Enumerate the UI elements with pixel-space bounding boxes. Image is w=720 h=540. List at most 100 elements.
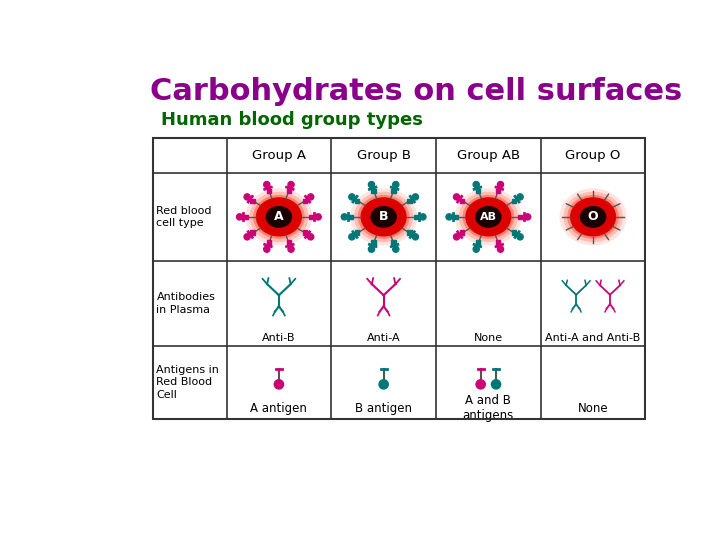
Ellipse shape xyxy=(475,206,502,228)
Ellipse shape xyxy=(256,197,302,237)
Text: Group AB: Group AB xyxy=(456,149,520,162)
Bar xyxy=(460,199,464,203)
Text: Antigens in
Red Blood
Cell: Antigens in Red Blood Cell xyxy=(156,365,220,400)
Circle shape xyxy=(315,214,321,220)
Text: Human blood group types: Human blood group types xyxy=(161,111,423,129)
Ellipse shape xyxy=(570,197,616,237)
Bar xyxy=(512,231,516,235)
Circle shape xyxy=(525,214,531,220)
Circle shape xyxy=(392,246,399,252)
Ellipse shape xyxy=(559,188,626,245)
Circle shape xyxy=(288,181,294,188)
Text: Group B: Group B xyxy=(356,149,410,162)
Bar xyxy=(153,138,645,419)
Text: Carbohydrates on cell surfaces: Carbohydrates on cell surfaces xyxy=(150,77,682,106)
Circle shape xyxy=(307,234,314,240)
Circle shape xyxy=(369,181,374,188)
Circle shape xyxy=(473,181,480,188)
Bar xyxy=(372,240,376,245)
Circle shape xyxy=(341,214,348,220)
Circle shape xyxy=(498,246,503,252)
Text: None: None xyxy=(577,402,608,415)
Bar xyxy=(518,214,523,219)
Circle shape xyxy=(454,194,459,200)
Bar xyxy=(355,199,359,203)
Text: Anti-A and Anti-B: Anti-A and Anti-B xyxy=(546,333,641,343)
Bar xyxy=(496,240,500,245)
Circle shape xyxy=(454,234,459,240)
Ellipse shape xyxy=(370,206,397,228)
Bar xyxy=(454,214,458,219)
Bar xyxy=(496,189,500,193)
Circle shape xyxy=(446,214,452,220)
Ellipse shape xyxy=(249,192,308,242)
Circle shape xyxy=(264,246,270,252)
Circle shape xyxy=(264,181,270,188)
Text: Group A: Group A xyxy=(252,149,306,162)
Bar xyxy=(287,240,291,245)
Circle shape xyxy=(413,234,418,240)
Text: Anti-A: Anti-A xyxy=(366,333,400,343)
Circle shape xyxy=(288,246,294,252)
Ellipse shape xyxy=(462,195,514,239)
Bar xyxy=(391,240,395,245)
Circle shape xyxy=(413,194,418,200)
Bar xyxy=(287,189,291,193)
Ellipse shape xyxy=(580,206,606,228)
Circle shape xyxy=(237,214,243,220)
Bar xyxy=(408,199,412,203)
Text: B antigen: B antigen xyxy=(355,402,412,415)
Bar xyxy=(391,189,395,193)
Bar xyxy=(303,231,307,235)
Circle shape xyxy=(498,181,503,188)
Bar xyxy=(414,214,418,219)
Circle shape xyxy=(476,380,485,389)
Circle shape xyxy=(517,194,523,200)
Text: A antigen: A antigen xyxy=(251,402,307,415)
Circle shape xyxy=(369,246,374,252)
Bar xyxy=(251,231,255,235)
Text: B: B xyxy=(379,211,388,224)
Circle shape xyxy=(307,194,314,200)
Ellipse shape xyxy=(361,197,407,237)
Circle shape xyxy=(244,194,251,200)
Text: O: O xyxy=(588,211,598,224)
Text: A: A xyxy=(274,211,284,224)
Bar xyxy=(303,199,307,203)
Bar xyxy=(309,214,313,219)
Circle shape xyxy=(244,234,251,240)
Bar xyxy=(476,189,480,193)
Circle shape xyxy=(473,246,480,252)
Circle shape xyxy=(420,214,426,220)
Bar xyxy=(408,231,412,235)
Ellipse shape xyxy=(358,195,410,239)
Bar xyxy=(244,214,248,219)
Text: AB: AB xyxy=(480,212,497,222)
Circle shape xyxy=(492,380,500,389)
Bar xyxy=(355,231,359,235)
Bar xyxy=(251,199,255,203)
Circle shape xyxy=(348,234,355,240)
Circle shape xyxy=(348,194,355,200)
Ellipse shape xyxy=(465,197,511,237)
Ellipse shape xyxy=(459,192,518,242)
Bar xyxy=(460,231,464,235)
Text: Antibodies
in Plasma: Antibodies in Plasma xyxy=(156,292,215,315)
Bar xyxy=(266,189,271,193)
Bar xyxy=(372,189,376,193)
Bar xyxy=(349,214,354,219)
Bar xyxy=(512,199,516,203)
Text: A and B
antigens: A and B antigens xyxy=(463,394,514,422)
Circle shape xyxy=(392,181,399,188)
Ellipse shape xyxy=(567,195,619,239)
Circle shape xyxy=(379,380,388,389)
Ellipse shape xyxy=(455,188,522,245)
Text: None: None xyxy=(474,333,503,343)
Ellipse shape xyxy=(354,192,413,242)
Text: Group O: Group O xyxy=(565,149,621,162)
Ellipse shape xyxy=(564,192,623,242)
Text: Red blood
cell type: Red blood cell type xyxy=(156,206,212,228)
Circle shape xyxy=(274,380,284,389)
Bar xyxy=(476,240,480,245)
Ellipse shape xyxy=(253,195,305,239)
